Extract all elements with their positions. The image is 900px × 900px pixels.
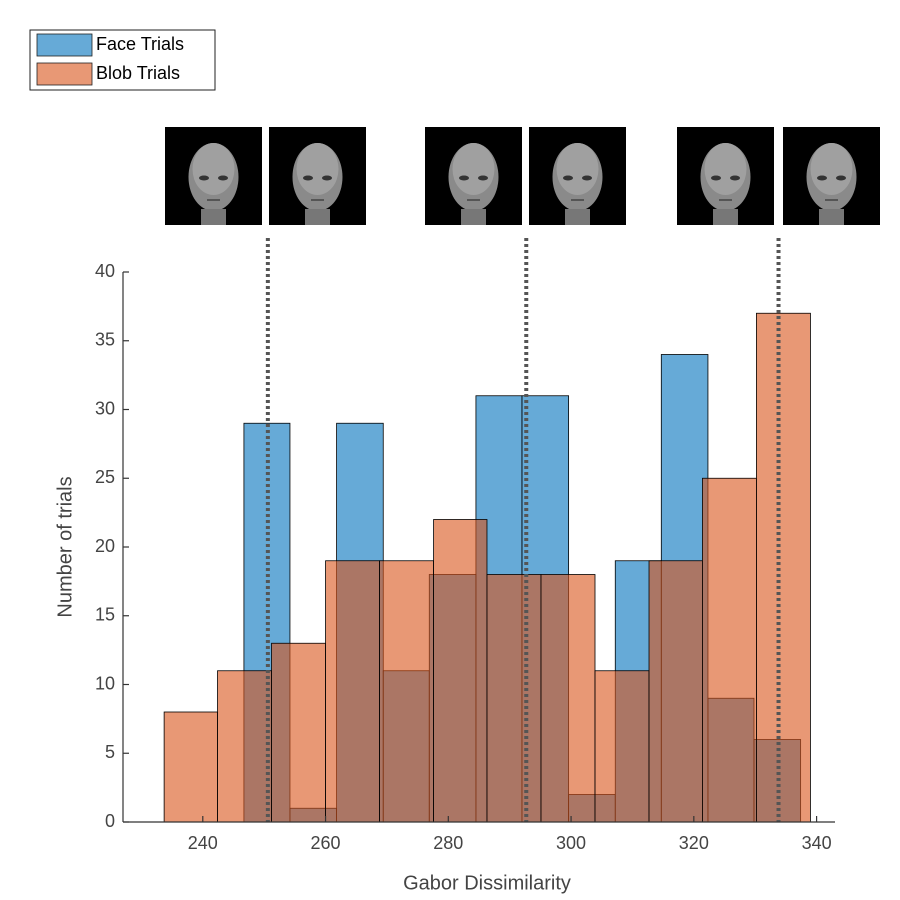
y-tick-label: 30: [95, 398, 115, 418]
y-tick-label: 15: [95, 605, 115, 625]
x-tick-label: 340: [802, 833, 832, 853]
legend-label: Blob Trials: [96, 63, 180, 83]
y-tick-label: 0: [105, 811, 115, 831]
y-tick-label: 40: [95, 261, 115, 281]
y-tick-label: 10: [95, 673, 115, 693]
bar: [325, 560, 380, 823]
x-axis-label: Gabor Dissimilarity: [403, 872, 571, 894]
bar: [756, 312, 811, 823]
bar: [163, 711, 218, 823]
x-tick-label: 240: [188, 833, 218, 853]
x-tick-label: 300: [556, 833, 586, 853]
bar: [271, 642, 326, 823]
y-axis-label: Number of trials: [54, 476, 76, 617]
bar: [379, 560, 434, 823]
x-tick-label: 260: [311, 833, 341, 853]
y-tick-label: 5: [105, 742, 115, 762]
bar: [648, 560, 703, 823]
y-tick-label: 25: [95, 467, 115, 487]
bar: [594, 670, 650, 823]
bar: [540, 574, 596, 823]
x-tick-label: 320: [679, 833, 709, 853]
legend-swatch: [36, 33, 93, 57]
x-tick-label: 280: [433, 833, 463, 853]
y-tick-label: 35: [95, 330, 115, 350]
y-tick-label: 20: [95, 536, 115, 556]
bar: [486, 574, 542, 823]
legend-swatch: [36, 62, 93, 86]
face-images: [165, 127, 880, 225]
bar: [433, 519, 488, 823]
bar: [702, 477, 757, 823]
legend-label: Face Trials: [96, 34, 184, 54]
bar: [217, 670, 272, 823]
